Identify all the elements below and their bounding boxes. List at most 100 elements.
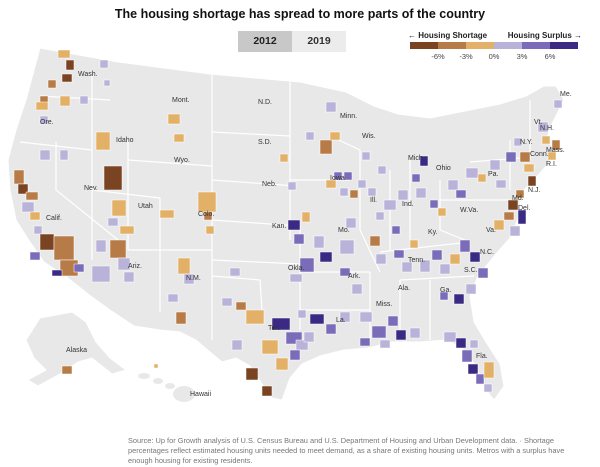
metro-area: [339, 267, 351, 277]
metro-area: [329, 131, 341, 141]
state-label: N.Y.: [520, 139, 533, 146]
state-label: Conn.: [530, 151, 549, 158]
state-label: Mass.: [546, 147, 565, 154]
state-label: Pa.: [488, 171, 499, 178]
state-label: Wis.: [362, 133, 376, 140]
metro-area: [91, 265, 111, 283]
state-label: Md.: [512, 195, 524, 202]
metro-area: [235, 301, 247, 311]
metro-area: [319, 139, 333, 155]
metro-area: [483, 383, 493, 393]
state-label: Idaho: [116, 137, 134, 144]
metro-area: [177, 257, 191, 275]
metro-area: [469, 339, 479, 349]
metro-area: [477, 267, 489, 279]
metro-area: [173, 133, 185, 143]
metro-area: [359, 311, 373, 323]
metro-area: [295, 339, 309, 351]
legend-swatch: [410, 42, 438, 49]
state-label: Va.: [486, 227, 496, 234]
state-label: Colo.: [198, 211, 214, 218]
state-label: N.M.: [186, 275, 201, 282]
metro-area: [477, 173, 487, 183]
metro-area: [305, 131, 315, 141]
metro-area: [333, 171, 343, 181]
state-label: Kan.: [272, 223, 286, 230]
state-label: S.C.: [464, 267, 478, 274]
legend-swatch: [494, 42, 522, 49]
metro-area: [409, 327, 421, 339]
metro-area: [231, 339, 243, 351]
metro-area: [287, 181, 297, 191]
state-label: Fla.: [476, 353, 488, 360]
metro-area: [275, 357, 289, 371]
metro-area: [475, 373, 485, 385]
metro-area: [375, 253, 387, 265]
metro-area: [245, 309, 265, 325]
metro-area: [119, 225, 135, 235]
state-label: Ala.: [398, 285, 410, 292]
metro-area: [397, 189, 409, 201]
metro-area: [495, 179, 507, 189]
metro-area: [109, 239, 127, 259]
metro-area: [483, 361, 495, 379]
metro-area: [29, 251, 41, 261]
metro-area: [461, 349, 473, 363]
metro-area: [271, 317, 291, 331]
state-label: Tex.: [268, 325, 281, 332]
metro-area: [339, 311, 351, 323]
metro-area: [17, 183, 29, 195]
metro-area: [57, 49, 71, 59]
us-metro-map: Wash. Ore. Calif. Nev. Idaho Mont. Wyo. Utah Ari…: [7, 47, 572, 402]
state-label: Mo.: [338, 227, 350, 234]
metro-area: [453, 293, 465, 305]
state-label: Wyo.: [174, 157, 190, 164]
state-label: Mich.: [408, 155, 425, 162]
metro-area: [383, 199, 397, 211]
metro-area: [279, 153, 289, 163]
metro-area: [369, 235, 381, 247]
metro-area: [299, 257, 315, 273]
metro-area: [261, 385, 273, 397]
state-label: N.J.: [528, 187, 541, 194]
year-button-2012[interactable]: 2012: [238, 31, 292, 52]
metro-area: [25, 191, 39, 201]
metro-area: [489, 159, 501, 171]
state-label: Calif.: [46, 215, 62, 222]
legend-tick: 0%: [488, 52, 500, 61]
source-note: Source: Up for Growth analysis of U.S. C…: [128, 436, 565, 465]
metro-area: [167, 293, 179, 303]
metro-area: [229, 267, 241, 277]
metro-area: [395, 329, 407, 341]
metro-area: [39, 115, 49, 125]
metro-area: [517, 209, 527, 225]
state-label: Ky.: [428, 229, 438, 236]
metro-area: [515, 189, 525, 199]
metro-area: [33, 225, 43, 235]
metro-area: [393, 249, 405, 259]
state-label: W.Va.: [460, 207, 478, 214]
year-toggle: 2012 2019: [238, 31, 346, 52]
metro-area: [519, 151, 531, 163]
state-label: La.: [336, 317, 346, 324]
metro-area: [387, 315, 399, 327]
metro-area: [503, 211, 515, 221]
metro-area: [367, 187, 377, 197]
metro-area: [117, 257, 131, 271]
state-label: Ind.: [402, 201, 414, 208]
metro-area: [465, 167, 479, 179]
state-label: R.I.: [546, 161, 557, 168]
metro-area: [167, 113, 181, 125]
metro-area: [401, 261, 413, 273]
year-button-2019[interactable]: 2019: [292, 31, 346, 52]
metro-area: [391, 225, 401, 235]
state-label: Ariz.: [128, 263, 142, 270]
state-label: Ill.: [370, 197, 377, 204]
metro-area: [379, 339, 391, 349]
metro-area: [551, 139, 561, 151]
state-label: N.D.: [258, 99, 272, 106]
metro-area: [415, 187, 427, 199]
state-borders: [19, 70, 531, 342]
legend-swatch: [522, 42, 550, 49]
metro-area: [351, 283, 363, 295]
